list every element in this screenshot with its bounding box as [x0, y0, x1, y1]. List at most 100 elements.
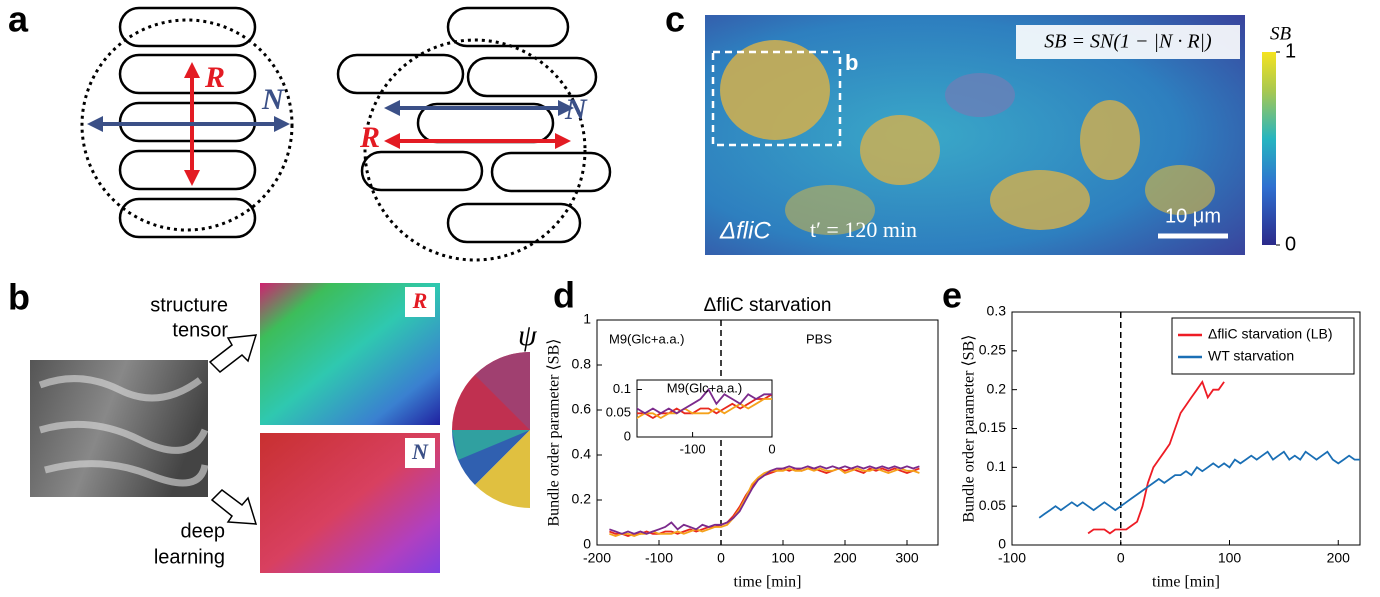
panel-label: e — [942, 275, 962, 316]
x-axis-label: time [min] — [734, 574, 802, 591]
circle — [80, 18, 294, 232]
series-line — [609, 465, 920, 535]
patch — [860, 115, 940, 185]
cell — [466, 56, 598, 98]
label-r: R — [359, 121, 380, 154]
panel-c: b SB = SN(1 − |N · R|) ΔfliC t′ = 120 mi… — [705, 15, 1292, 255]
patch — [945, 73, 1015, 117]
y-tick-label: 1 — [583, 311, 591, 327]
x-tick-label: 100 — [771, 550, 795, 566]
label-r: R — [412, 288, 428, 313]
y-tick-label: 0.1 — [987, 458, 1007, 474]
cell — [118, 53, 257, 95]
x-tick-label: 100 — [1218, 550, 1242, 566]
method-label: learning — [154, 546, 225, 568]
y-tick-label: 0 — [583, 536, 591, 552]
label-n: N — [411, 439, 429, 464]
series-line — [637, 387, 772, 415]
arrow — [208, 334, 258, 373]
y-tick-label: 0.05 — [979, 497, 1006, 513]
x-tick-label: 0 — [717, 550, 725, 566]
panel-b: structure tensor deep learning R N ψ — [30, 283, 538, 573]
cell — [360, 150, 484, 192]
x-tick-label: -100 — [645, 550, 673, 566]
x-axis-label: time [min] — [1152, 574, 1220, 591]
x-tick-label: 200 — [1327, 550, 1351, 566]
y-tick-label: 0.2 — [572, 491, 592, 507]
y-tick-label: 0 — [998, 536, 1006, 552]
circle — [363, 38, 587, 262]
strain: ΔfliC — [719, 217, 771, 244]
roi — [711, 50, 842, 147]
wedge — [452, 430, 530, 460]
y-tick-label: 0 — [624, 428, 631, 443]
cell — [118, 197, 257, 239]
y-axis-label: Bundle order parameter ⟨SB⟩ — [546, 339, 563, 527]
cell — [118, 149, 257, 191]
formula-box — [1016, 25, 1240, 59]
patch — [785, 185, 875, 235]
cell — [336, 53, 465, 95]
series-line — [1087, 379, 1225, 535]
scale-label: 10 μm — [1165, 205, 1221, 227]
x-tick-label: 200 — [833, 550, 857, 566]
x-tick-label: 0 — [768, 441, 775, 456]
method-label: structure — [150, 294, 228, 316]
y-tick-label: 0.2 — [987, 380, 1007, 396]
y-tick-label: 0.1 — [613, 381, 631, 396]
legend-label: ΔfliC starvation (LB) — [1208, 326, 1333, 342]
wedge — [475, 352, 530, 430]
inset-title: M9(Glc+a.a.) — [667, 380, 743, 395]
y-tick-label: 0.6 — [572, 401, 592, 417]
y-tick-label: 0.15 — [979, 419, 1006, 435]
legend-box — [1171, 317, 1355, 375]
x-tick-label: -100 — [998, 550, 1026, 566]
x-tick-label: 0 — [1117, 550, 1125, 566]
label-n: N — [261, 83, 285, 116]
label-box — [405, 287, 435, 317]
texture — [38, 375, 209, 487]
series-line — [609, 467, 920, 537]
patch — [1145, 165, 1215, 215]
series-line — [1038, 450, 1360, 519]
panel-label: a — [8, 0, 29, 40]
colorbar-label: SB — [1270, 23, 1292, 44]
x-tick-label: -100 — [680, 441, 706, 456]
y-tick-label: 0.3 — [987, 303, 1007, 319]
x-tick-label: -200 — [583, 550, 611, 566]
y-tick-label: 0.8 — [572, 356, 592, 372]
cell — [118, 6, 257, 48]
panel-label: b — [8, 277, 30, 318]
legend-label: WT starvation — [1208, 348, 1294, 364]
roi-label: b — [845, 50, 858, 75]
y-tick-label: 0.4 — [572, 446, 592, 462]
panel-label: c — [665, 0, 685, 40]
color-wheel — [452, 352, 530, 508]
series-line — [637, 393, 772, 420]
colorbar-tick: 1 — [1285, 40, 1296, 62]
x-tick-label: 300 — [895, 550, 919, 566]
y-tick-label: 0.05 — [606, 405, 631, 420]
patch — [1080, 100, 1140, 180]
y-tick-label: 0.25 — [979, 342, 1006, 358]
cell — [446, 202, 582, 244]
cell — [446, 6, 570, 48]
colorbar-tick: 0 — [1285, 233, 1296, 255]
cell — [490, 151, 612, 193]
annotation: PBS — [806, 331, 832, 346]
series-line — [637, 397, 772, 420]
wedge — [475, 430, 530, 508]
panel-label: d — [553, 275, 575, 316]
y-axis-label: Bundle order parameter ⟨SB⟩ — [961, 335, 978, 523]
angle-symbol: ψ — [518, 319, 538, 352]
colorbar — [1262, 52, 1276, 245]
patch — [990, 170, 1090, 230]
annotation: M9(Glc+a.a.) — [609, 331, 685, 346]
method-label: tensor — [172, 319, 228, 341]
label-n: N — [564, 93, 588, 126]
panel-a: R N R N — [80, 6, 612, 262]
chart-title: ΔfliC starvation — [704, 295, 832, 316]
label-r: R — [204, 61, 225, 94]
label-box — [405, 438, 435, 468]
